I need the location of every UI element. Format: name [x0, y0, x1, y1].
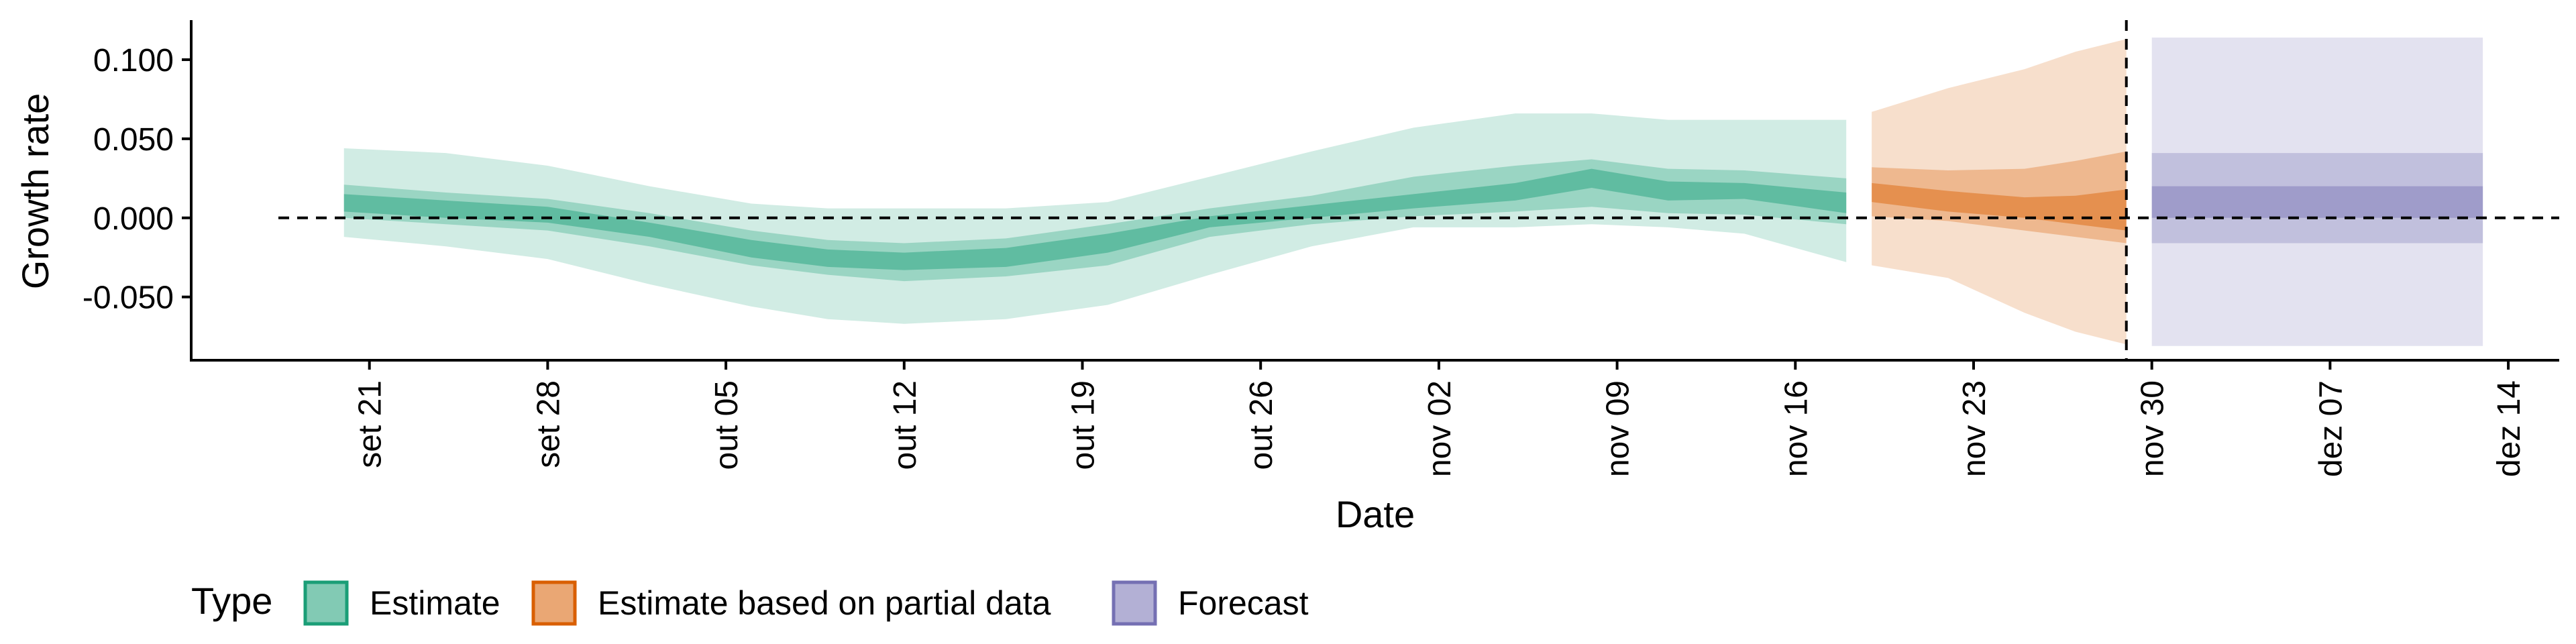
x-tick-label: out 05 — [709, 380, 745, 470]
x-axis-ticks: set 21 set 28 out 05 out 12 out 19 out 26 nov … — [353, 360, 2527, 477]
x-tick-label: nov 23 — [1957, 380, 1992, 477]
x-tick-label: dez 07 — [2313, 380, 2349, 477]
x-tick-label: out 19 — [1065, 380, 1101, 470]
plot-bands — [343, 37, 2483, 346]
partial-band-90 — [1872, 39, 2127, 345]
estimate-band-50 — [343, 159, 1847, 282]
x-tick-label: set 21 — [353, 380, 388, 468]
x-axis-title: Date — [1336, 493, 1415, 535]
axes — [190, 20, 2559, 362]
legend-key-forecast — [1112, 580, 1157, 626]
y-axis-title: Growth rate — [14, 93, 56, 290]
x-tick-label: nov 02 — [1422, 380, 1458, 477]
legend: Type Estimate Estimate based on partial d… — [191, 580, 1309, 626]
legend-label-partial: Estimate based on partial data — [598, 584, 1051, 622]
x-tick-label: dez 14 — [2491, 380, 2527, 477]
y-axis-ticks: -0.050 0.000 0.050 0.100 — [83, 43, 191, 316]
forecast-band-20 — [2151, 186, 2483, 218]
reference-lines — [278, 20, 2559, 360]
estimate-band-20 — [343, 168, 1847, 270]
x-tick-label: nov 30 — [2135, 380, 2171, 477]
forecast-band-50 — [2151, 153, 2483, 244]
x-tick-label: out 26 — [1244, 380, 1279, 470]
legend-label-forecast: Forecast — [1178, 584, 1309, 622]
partial-band-20 — [1872, 182, 2127, 231]
x-tick-label: nov 16 — [1778, 380, 1814, 477]
x-tick-label: out 12 — [888, 380, 923, 470]
legend-title: Type — [191, 580, 272, 622]
legend-label-estimate: Estimate — [370, 584, 500, 622]
legend-key-estimate — [303, 580, 349, 626]
y-tick-label: 0.000 — [93, 201, 174, 237]
y-tick-label: 0.050 — [93, 122, 174, 158]
legend-key-partial — [531, 580, 577, 626]
partial-band-50 — [1872, 151, 2127, 244]
x-tick-label: set 28 — [531, 380, 566, 468]
y-tick-label: -0.050 — [83, 280, 174, 316]
forecast-band-90 — [2151, 37, 2483, 346]
y-tick-label: 0.100 — [93, 43, 174, 78]
x-tick-label: nov 09 — [1601, 380, 1636, 477]
